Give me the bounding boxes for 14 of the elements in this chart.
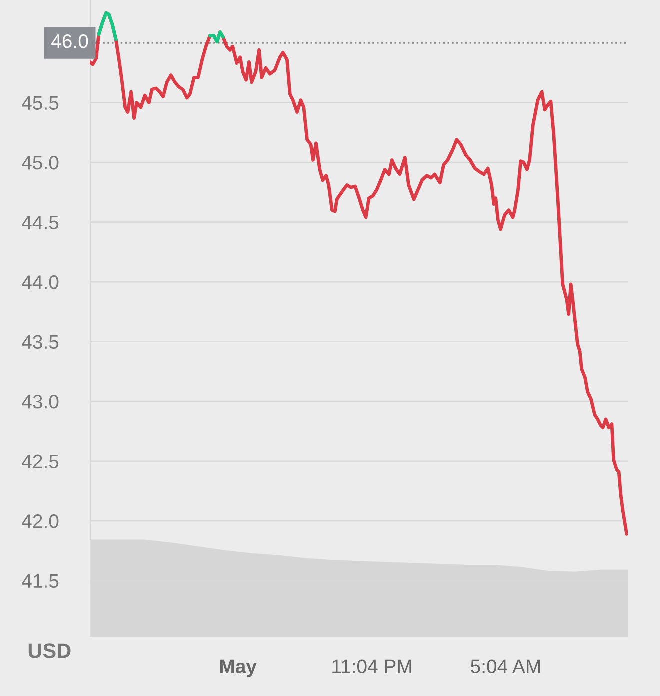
- y-tick-label: 41.5: [22, 574, 59, 588]
- y-tick-label: 42.5: [22, 454, 59, 469]
- y-tick-label: 45.5: [22, 96, 59, 110]
- y-tick-label: 44.5: [22, 216, 59, 230]
- y-tick-label: 43.5: [22, 335, 59, 350]
- y-tick-label: 44.0: [22, 276, 59, 290]
- x-tick-label: 5:04 AM: [471, 660, 540, 674]
- x-tick-label: 11:04 PM: [332, 660, 412, 674]
- ref-line-label: 46.0: [52, 34, 88, 48]
- y-tick-label: 43.0: [22, 395, 59, 409]
- x-tick-label: May: [220, 660, 257, 678]
- y-tick-label: 42.0: [22, 514, 59, 528]
- y-axis-title: USD: [28, 644, 71, 658]
- y-tick-label: 45.0: [22, 156, 59, 170]
